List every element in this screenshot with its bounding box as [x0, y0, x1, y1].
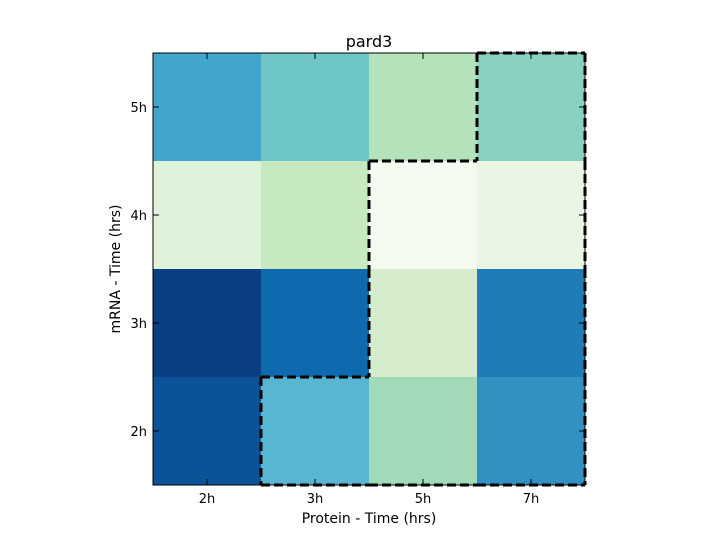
heatmap-cell-5h-7h: [477, 53, 586, 162]
heatmap-cell-2h-5h: [369, 377, 478, 486]
heatmap-cell-2h-3h: [261, 377, 370, 486]
y-tick-label: 3h: [130, 317, 147, 332]
heatmap-cell-4h-3h: [261, 161, 370, 270]
heatmap-cell-4h-2h: [153, 161, 262, 270]
heatmap-cell-2h-7h: [477, 377, 586, 486]
x-tick-label: 7h: [523, 492, 540, 507]
heatmap-cell-5h-2h: [153, 53, 262, 162]
x-tick-label: 2h: [199, 492, 216, 507]
chart-title: pard3: [346, 32, 393, 51]
heatmap-cell-4h-5h: [369, 161, 478, 270]
x-axis-ticks: 2h 3h 5h 7h: [199, 53, 540, 507]
heatmap-cells: [153, 53, 586, 486]
heatmap-cell-3h-5h: [369, 269, 478, 378]
x-axis-label: Protein - Time (hrs): [302, 511, 437, 527]
y-tick-label: 2h: [130, 425, 147, 440]
y-tick-label: 5h: [130, 101, 147, 116]
y-axis-label: mRNA - Time (hrs): [108, 205, 124, 334]
x-tick-label: 3h: [307, 492, 324, 507]
heatmap-cell-4h-7h: [477, 161, 586, 270]
x-tick-label: 5h: [415, 492, 432, 507]
heatmap-cell-3h-3h: [261, 269, 370, 378]
heatmap-cell-3h-7h: [477, 269, 586, 378]
heatmap-cell-3h-2h: [153, 269, 262, 378]
heatmap-cell-5h-3h: [261, 53, 370, 162]
heatmap-cell-2h-2h: [153, 377, 262, 486]
heatmap-cell-5h-5h: [369, 53, 478, 162]
y-axis-ticks: 2h 3h 4h 5h: [130, 101, 585, 440]
y-tick-label: 4h: [130, 209, 147, 224]
